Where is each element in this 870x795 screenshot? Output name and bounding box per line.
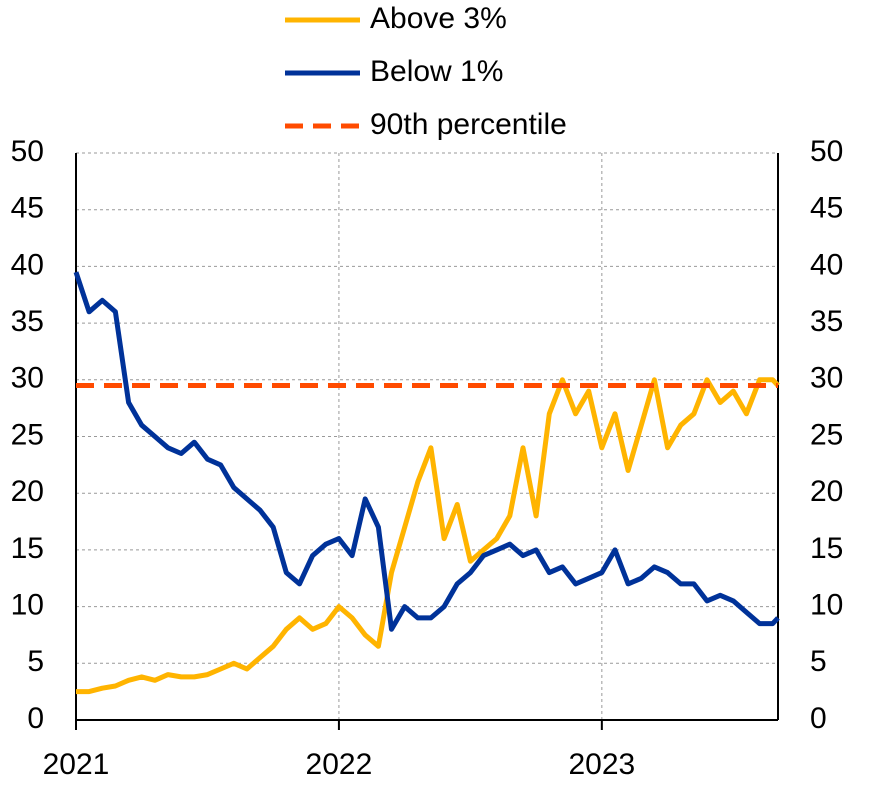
y2-tick-label: 20 <box>810 475 843 508</box>
y-tick-label: 40 <box>11 248 44 281</box>
x-tick-label: 2022 <box>306 748 373 781</box>
y2-tick-label: 45 <box>810 192 843 225</box>
y-tick-label: 0 <box>27 702 44 735</box>
y-tick-label: 45 <box>11 192 44 225</box>
legend-label: 90th percentile <box>370 108 567 141</box>
y2-tick-label: 30 <box>810 362 843 395</box>
y2-tick-label: 50 <box>810 135 843 168</box>
y2-tick-label: 15 <box>810 532 843 565</box>
y2-tick-label: 10 <box>810 589 843 622</box>
x-tick-label: 2021 <box>43 748 110 781</box>
y2-tick-label: 5 <box>810 645 827 678</box>
y2-tick-label: 25 <box>810 418 843 451</box>
y2-tick-label: 0 <box>810 702 827 735</box>
legend-label: Above 3% <box>370 2 507 35</box>
y2-tick-label: 35 <box>810 305 843 338</box>
y-tick-label: 25 <box>11 418 44 451</box>
y-tick-label: 15 <box>11 532 44 565</box>
series-line <box>73 271 780 632</box>
x-tick-label: 2023 <box>568 748 635 781</box>
y-tick-label: 50 <box>11 135 44 168</box>
series-line <box>76 377 780 695</box>
y-tick-label: 10 <box>11 589 44 622</box>
y-tick-label: 35 <box>11 305 44 338</box>
y-tick-label: 20 <box>11 475 44 508</box>
y2-tick-label: 40 <box>810 248 843 281</box>
y-tick-label: 5 <box>27 645 44 678</box>
legend-label: Below 1% <box>370 55 503 88</box>
y-tick-label: 30 <box>11 362 44 395</box>
